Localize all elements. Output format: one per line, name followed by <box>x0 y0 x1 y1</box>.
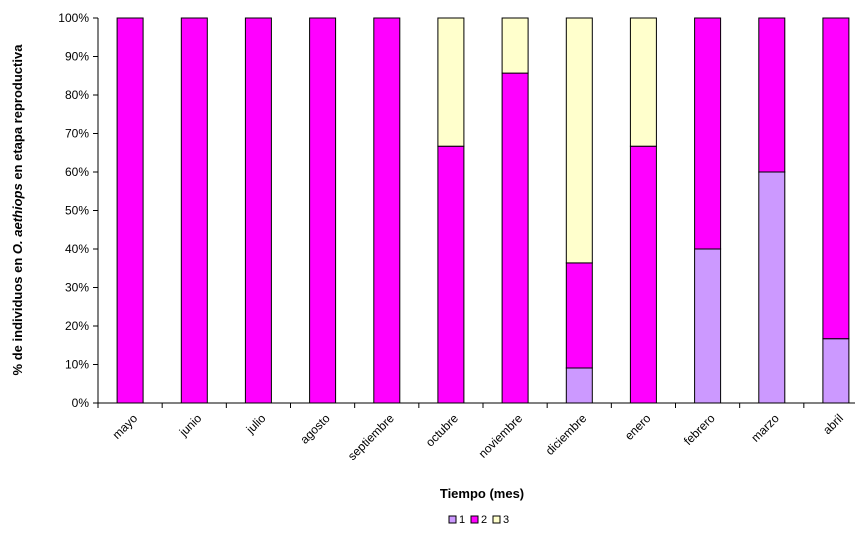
y-tick-label: 30% <box>65 281 89 295</box>
x-tick-label: septiembre <box>345 411 397 463</box>
legend-swatch-1 <box>448 515 457 524</box>
x-tick-label: febrero <box>681 411 718 448</box>
y-axis-title-species: O. aethiops <box>10 183 25 254</box>
y-tick-label: 50% <box>65 204 89 218</box>
x-tick-label: agosto <box>297 411 333 447</box>
bar-diciembre-series-2 <box>565 262 593 369</box>
legend-label-2: 2 <box>481 514 487 526</box>
x-tick-label: diciembre <box>543 411 590 458</box>
x-tick-label: octubre <box>423 411 461 449</box>
y-tick-label: 20% <box>65 319 89 333</box>
x-tick-label: marzo <box>748 411 782 445</box>
bar-diciembre-series-1 <box>565 367 593 404</box>
x-axis-title: Tiempo (mes) <box>440 486 524 501</box>
x-tick-label: mayo <box>110 411 141 442</box>
bar-octubre-series-3 <box>437 17 465 147</box>
x-tick-label: enero <box>622 411 654 443</box>
bar-junio-series-2 <box>180 17 208 404</box>
legend-label-1: 1 <box>459 514 465 526</box>
bar-abril-series-1 <box>822 338 850 404</box>
x-tick-label: noviembre <box>476 411 526 461</box>
bar-marzo-series-1 <box>758 171 786 404</box>
y-axis-title: % de individuos en O. aethiops en etapa … <box>10 44 25 376</box>
bar-noviembre-series-2 <box>501 72 529 404</box>
y-tick-label: 10% <box>65 358 89 372</box>
legend-label-3: 3 <box>503 514 509 526</box>
bars-group <box>116 17 850 404</box>
x-tick-label: junio <box>176 411 205 440</box>
bar-septiembre-series-2 <box>373 17 401 404</box>
bar-octubre-series-2 <box>437 145 465 404</box>
bar-diciembre-series-3 <box>565 17 593 264</box>
bar-agosto-series-2 <box>309 17 337 404</box>
axes-group <box>93 17 855 408</box>
bar-abril-series-2 <box>822 17 850 340</box>
x-tick-labels: mayo junio julio agosto septiembre octubre nov… <box>110 411 846 463</box>
y-axis-title-part-3: en etapa reproductiva <box>10 44 25 183</box>
y-tick-label: 40% <box>65 242 89 256</box>
legend-swatch-3 <box>492 515 501 524</box>
bar-marzo-series-2 <box>758 17 786 173</box>
y-tick-label: 60% <box>65 165 89 179</box>
bar-mayo-series-2 <box>116 17 144 404</box>
bar-enero-series-2 <box>629 145 657 404</box>
x-tick-label: abril <box>820 411 846 437</box>
y-axis-title-part-1: % de individuos en <box>10 254 25 375</box>
y-tick-labels: 0% 10% 20% 30% 40% 50% 60% 70% 80% 90% 100% <box>58 11 89 410</box>
bar-noviembre-series-3 <box>501 17 529 74</box>
bar-febrero-series-2 <box>694 17 722 250</box>
y-tick-label: 0% <box>72 396 90 410</box>
bar-julio-series-2 <box>244 17 272 404</box>
legend-swatch-2 <box>470 515 479 524</box>
bar-febrero-series-1 <box>694 248 722 404</box>
x-tick-label: julio <box>243 411 269 437</box>
bar-enero-series-3 <box>629 17 657 147</box>
legend: 1 2 3 <box>448 514 509 526</box>
y-tick-label: 70% <box>65 127 89 141</box>
y-tick-label: 80% <box>65 88 89 102</box>
y-tick-label: 90% <box>65 50 89 64</box>
y-tick-label: 100% <box>58 11 89 25</box>
